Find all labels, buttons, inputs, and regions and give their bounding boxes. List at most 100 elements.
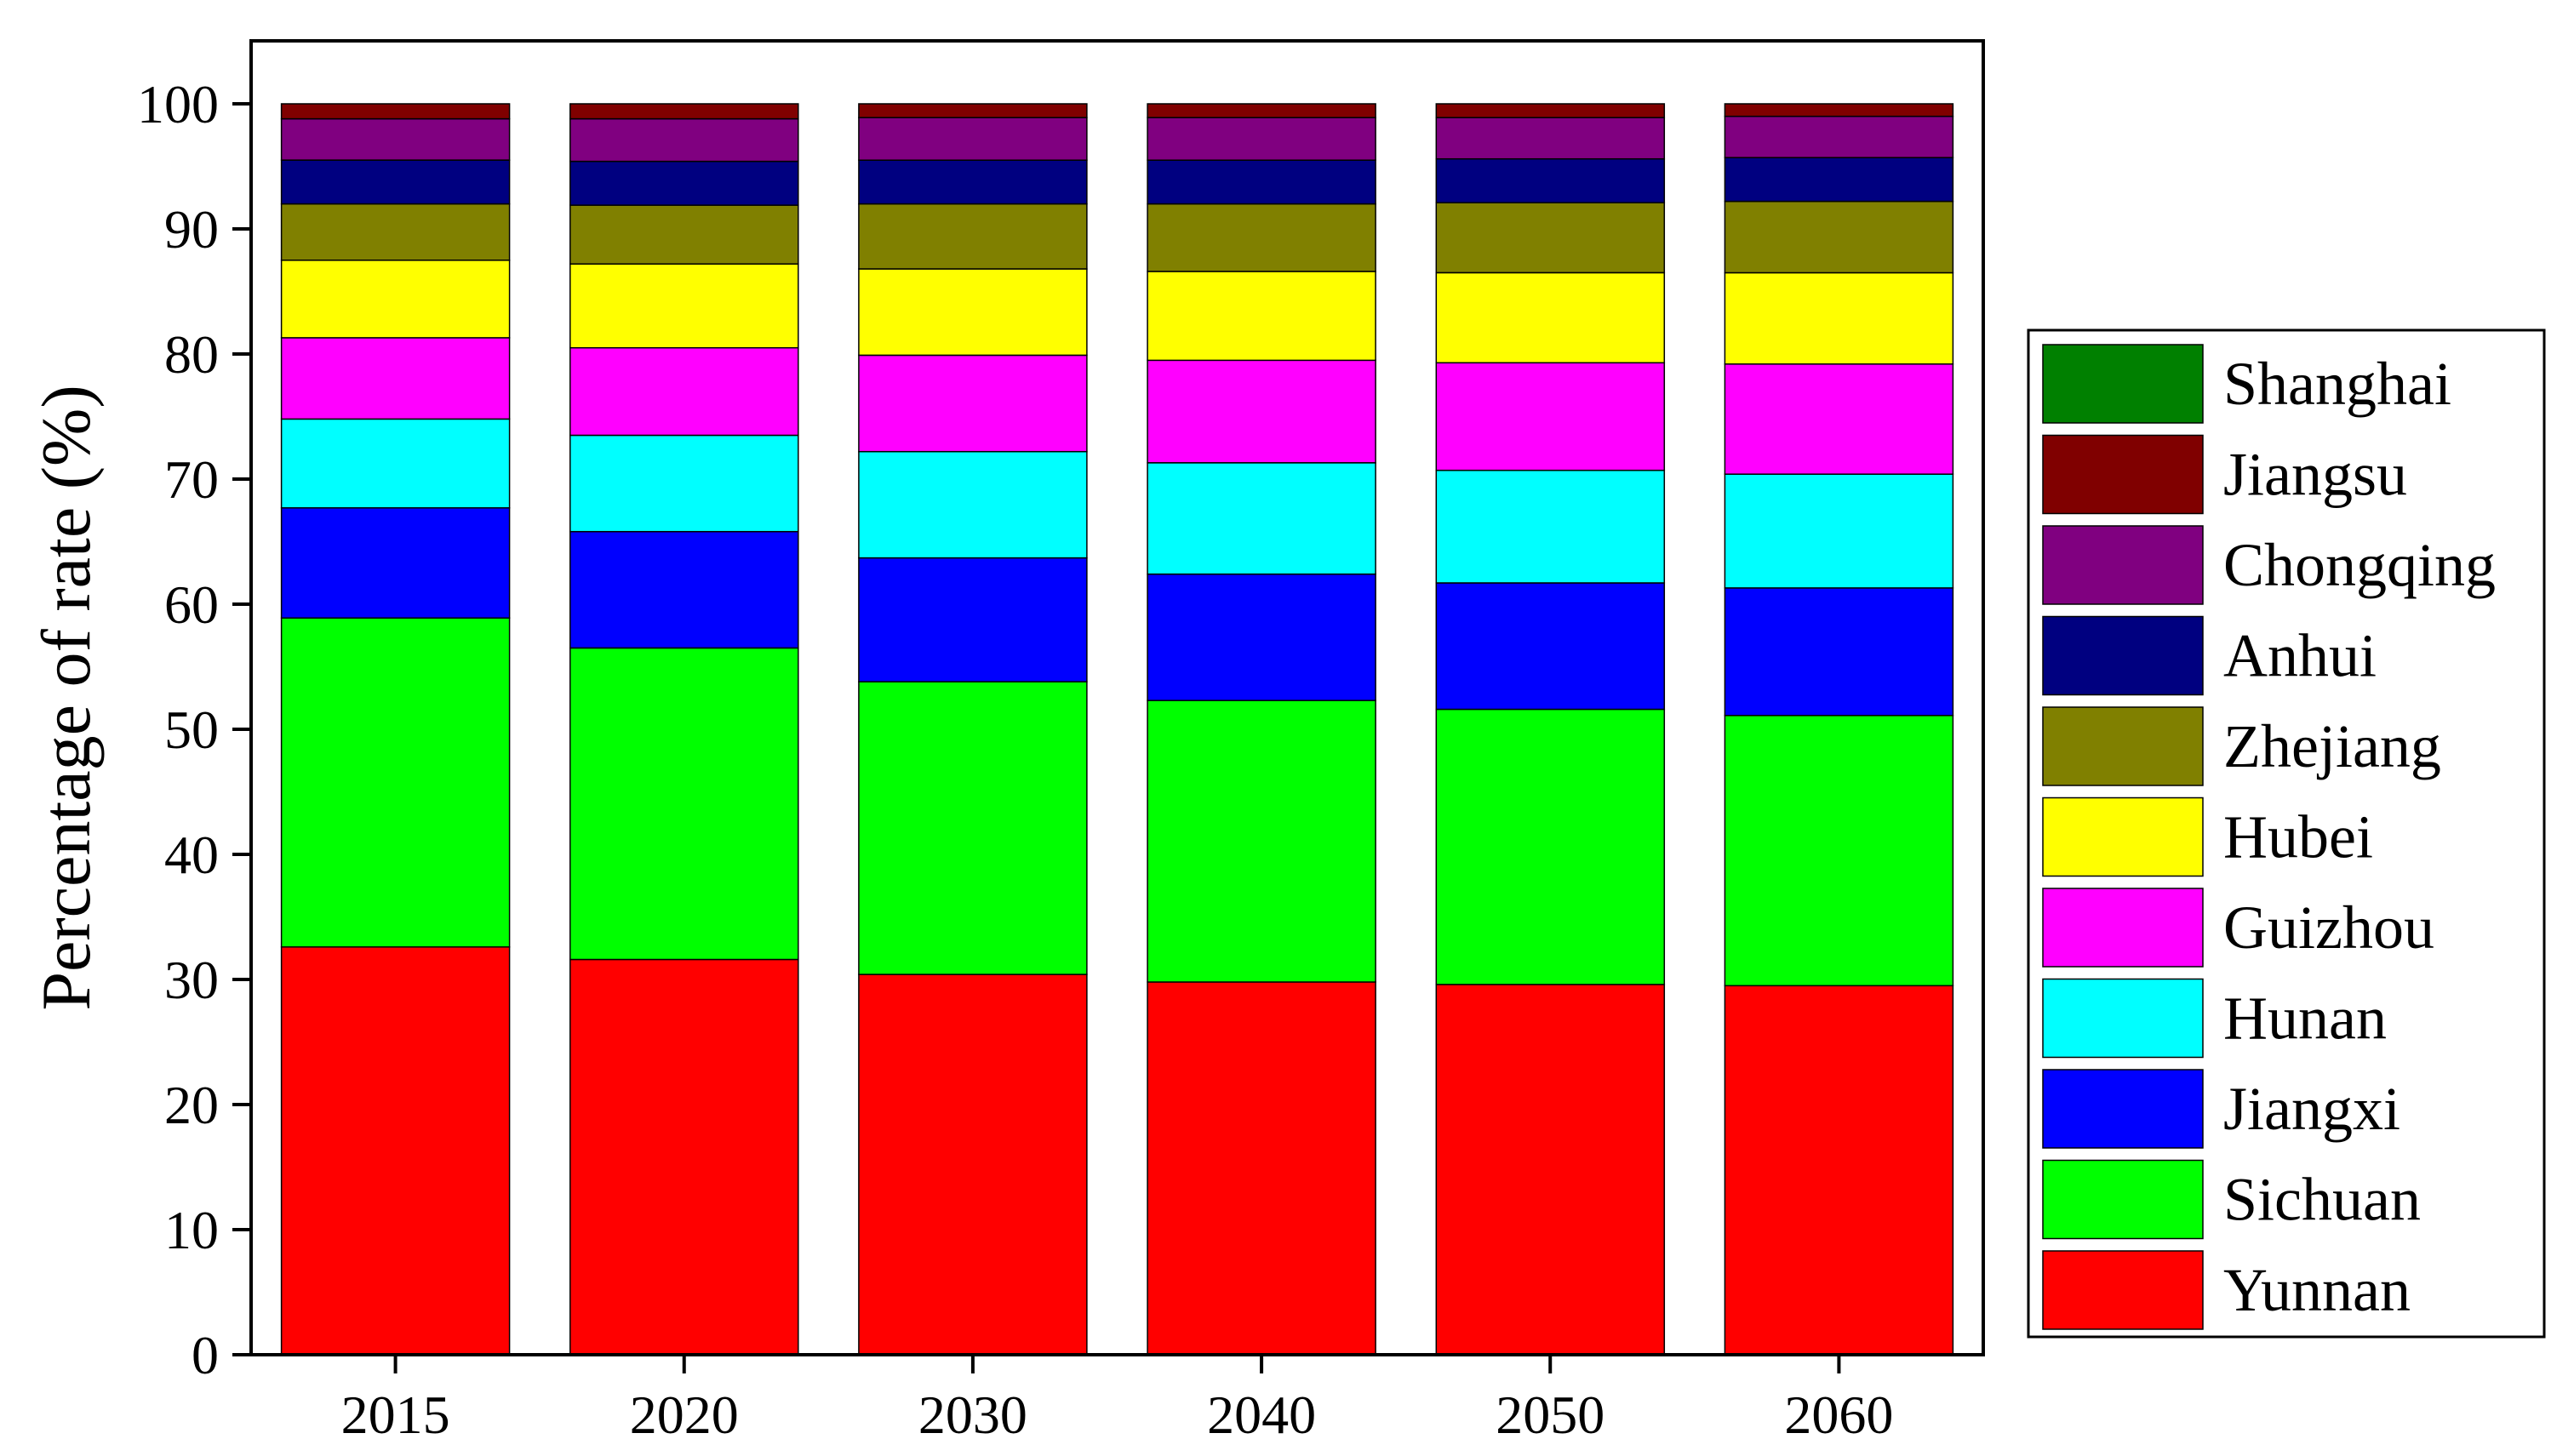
bar-segment-hunan-2015 xyxy=(280,418,511,509)
bar-segment-guizhou-2020 xyxy=(569,346,799,437)
bar-segment-hunan-2040 xyxy=(1147,462,1376,575)
bar-segment-hubei-2030 xyxy=(858,268,1088,357)
legend-label-shanghai: Shanghai xyxy=(2223,350,2451,418)
legend-swatch-yunnan xyxy=(2042,1250,2204,1330)
bar-segment-jiangxi-2015 xyxy=(280,507,511,619)
bar-segment-anhui-2015 xyxy=(280,159,511,205)
legend-label-jiangxi: Jiangxi xyxy=(2223,1075,2400,1143)
bar-segment-jiangxi-2020 xyxy=(569,530,799,649)
legend-label-hubei: Hubei xyxy=(2223,803,2373,871)
bar-segment-hubei-2020 xyxy=(569,263,799,349)
legend-item-chongqing: Chongqing xyxy=(2042,525,2496,605)
bar-segment-jiangsu-2060 xyxy=(1724,103,1954,117)
bar-segment-sichuan-2020 xyxy=(569,647,799,961)
y-tick-label-60: 60 xyxy=(164,574,219,635)
y-tick-label-10: 10 xyxy=(164,1200,219,1260)
legend-item-sichuan: Sichuan xyxy=(2042,1159,2421,1240)
bar-segment-anhui-2030 xyxy=(858,159,1088,205)
bar-segment-chongqing-2020 xyxy=(569,117,799,163)
bar-segment-hunan-2020 xyxy=(569,434,799,533)
bar-segment-zhejiang-2015 xyxy=(280,203,511,261)
bar-segment-hunan-2060 xyxy=(1724,473,1954,589)
bar-segment-guizhou-2030 xyxy=(858,354,1088,453)
bar-segment-zhejiang-2060 xyxy=(1724,200,1954,274)
legend-label-chongqing: Chongqing xyxy=(2223,531,2496,599)
legend-label-zhejiang: Zhejiang xyxy=(2223,712,2441,780)
legend-swatch-zhejiang xyxy=(2042,706,2204,786)
bar-segment-anhui-2050 xyxy=(1435,157,1666,203)
bar-segment-guizhou-2050 xyxy=(1435,362,1666,471)
legend-item-zhejiang: Zhejiang xyxy=(2042,706,2441,786)
x-tick-label-2060: 2060 xyxy=(1784,1385,1893,1445)
x-axis: 2015 2020 2030 2040 2050 2060 xyxy=(341,1355,1893,1445)
bar-segment-chongqing-2060 xyxy=(1724,115,1954,158)
bar-segment-chongqing-2015 xyxy=(280,117,511,161)
y-tick-label-80: 80 xyxy=(164,324,219,385)
bar-segment-sichuan-2060 xyxy=(1724,715,1954,987)
bar-segment-jiangxi-2060 xyxy=(1724,587,1954,717)
legend-label-guizhou: Guizhou xyxy=(2223,894,2434,962)
legend-swatch-hunan xyxy=(2042,978,2204,1059)
bar-segment-guizhou-2040 xyxy=(1147,359,1376,464)
bar-segment-sichuan-2015 xyxy=(280,617,511,948)
bar-segment-anhui-2040 xyxy=(1147,159,1376,205)
legend-item-guizhou: Guizhou xyxy=(2042,888,2434,968)
bar-segment-hunan-2030 xyxy=(858,450,1088,559)
y-tick-label-30: 30 xyxy=(164,950,219,1010)
bar-segment-sichuan-2030 xyxy=(858,681,1088,975)
bar-segment-chongqing-2040 xyxy=(1147,117,1376,161)
legend-item-jiangxi: Jiangxi xyxy=(2042,1069,2400,1149)
bar-segment-yunnan-2040 xyxy=(1147,981,1376,1356)
bar-segment-yunnan-2030 xyxy=(858,974,1088,1356)
bar-segment-zhejiang-2030 xyxy=(858,203,1088,270)
legend-swatch-sichuan xyxy=(2042,1159,2204,1240)
bar-segment-yunnan-2050 xyxy=(1435,984,1666,1356)
bar-segment-anhui-2060 xyxy=(1724,157,1954,203)
bar-segment-hubei-2015 xyxy=(280,260,511,339)
legend-item-anhui: Anhui xyxy=(2042,615,2377,696)
bar-segment-sichuan-2040 xyxy=(1147,699,1376,983)
legend-swatch-hubei xyxy=(2042,797,2204,877)
plot-frame xyxy=(249,39,1985,1356)
bar-segment-anhui-2020 xyxy=(569,160,799,206)
bar-segment-jiangsu-2015 xyxy=(280,103,511,120)
x-tick-label-2030: 2030 xyxy=(918,1385,1027,1445)
bar-segment-sichuan-2050 xyxy=(1435,708,1666,985)
bar-segment-hubei-2060 xyxy=(1724,271,1954,365)
y-tick-label-100: 100 xyxy=(137,74,219,134)
legend-label-hunan: Hunan xyxy=(2223,985,2387,1053)
bar-segment-chongqing-2050 xyxy=(1435,117,1666,160)
y-tick-label-40: 40 xyxy=(164,825,219,885)
legend-swatch-anhui xyxy=(2042,615,2204,696)
legend-swatch-shanghai xyxy=(2042,344,2204,424)
legend-swatch-jiangxi xyxy=(2042,1069,2204,1149)
x-tick-label-2050: 2050 xyxy=(1496,1385,1604,1445)
x-tick-label-2020: 2020 xyxy=(630,1385,739,1445)
legend-item-hunan: Hunan xyxy=(2042,978,2387,1059)
x-tick-label-2015: 2015 xyxy=(341,1385,450,1445)
bar-segment-hunan-2050 xyxy=(1435,469,1666,584)
y-tick-label-20: 20 xyxy=(164,1075,219,1135)
bar-segment-jiangxi-2050 xyxy=(1435,582,1666,711)
legend-swatch-guizhou xyxy=(2042,888,2204,968)
bar-segment-jiangsu-2040 xyxy=(1147,103,1376,118)
legend: Shanghai Jiangsu Chongqing Anhui Zhejiang Hub… xyxy=(2027,328,2546,1339)
legend-swatch-jiangsu xyxy=(2042,434,2204,515)
bar-segment-jiangxi-2030 xyxy=(858,557,1088,682)
bar-segment-yunnan-2060 xyxy=(1724,985,1954,1356)
legend-label-yunnan: Yunnan xyxy=(2223,1256,2411,1324)
bar-segment-jiangsu-2030 xyxy=(858,103,1088,118)
bar-segment-jiangsu-2020 xyxy=(569,103,799,120)
bar-segment-jiangxi-2040 xyxy=(1147,573,1376,701)
bars-layer xyxy=(280,103,1954,1356)
legend-item-shanghai: Shanghai xyxy=(2042,344,2451,424)
x-tick-label-2040: 2040 xyxy=(1207,1385,1316,1445)
y-tick-label-0: 0 xyxy=(192,1325,219,1385)
bar-segment-yunnan-2020 xyxy=(569,958,799,1356)
legend-item-yunnan: Yunnan xyxy=(2042,1250,2411,1330)
legend-label-jiangsu: Jiangsu xyxy=(2223,441,2407,509)
bar-segment-zhejiang-2040 xyxy=(1147,203,1376,272)
legend-label-anhui: Anhui xyxy=(2223,622,2377,690)
bar-segment-guizhou-2060 xyxy=(1724,363,1954,475)
